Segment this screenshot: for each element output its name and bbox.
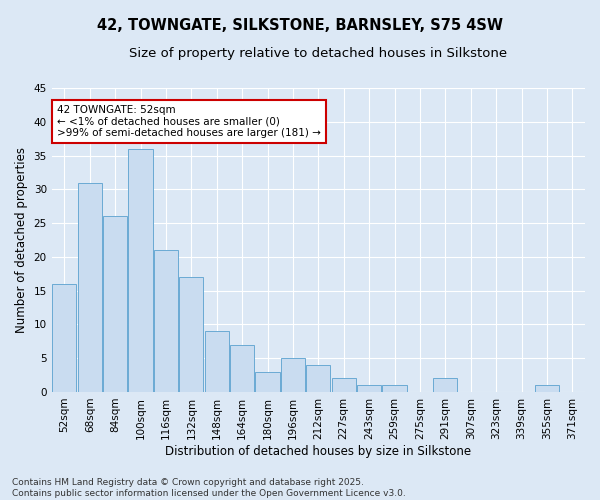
Bar (230, 344, 254, 392)
Bar (77, 182, 102, 392)
Bar (128, 149, 152, 392)
Bar (306, 365, 331, 392)
Bar (357, 385, 381, 392)
Text: 42 TOWNGATE: 52sqm
← <1% of detached houses are smaller (0)
>99% of semi-detache: 42 TOWNGATE: 52sqm ← <1% of detached hou… (57, 105, 321, 138)
Bar (256, 372, 280, 392)
Text: Contains HM Land Registry data © Crown copyright and database right 2025.
Contai: Contains HM Land Registry data © Crown c… (12, 478, 406, 498)
Bar (332, 378, 356, 392)
Y-axis label: Number of detached properties: Number of detached properties (15, 147, 28, 333)
Text: 42, TOWNGATE, SILKSTONE, BARNSLEY, S75 4SW: 42, TOWNGATE, SILKSTONE, BARNSLEY, S75 4… (97, 18, 503, 32)
Bar (205, 331, 229, 392)
X-axis label: Distribution of detached houses by size in Silkstone: Distribution of detached houses by size … (165, 444, 472, 458)
Title: Size of property relative to detached houses in Silkstone: Size of property relative to detached ho… (129, 48, 508, 60)
Bar (535, 385, 559, 392)
Bar (382, 385, 407, 392)
Bar (281, 358, 305, 392)
Bar (433, 378, 457, 392)
Bar (52, 284, 76, 392)
Bar (103, 216, 127, 392)
Bar (179, 277, 203, 392)
Bar (154, 250, 178, 392)
